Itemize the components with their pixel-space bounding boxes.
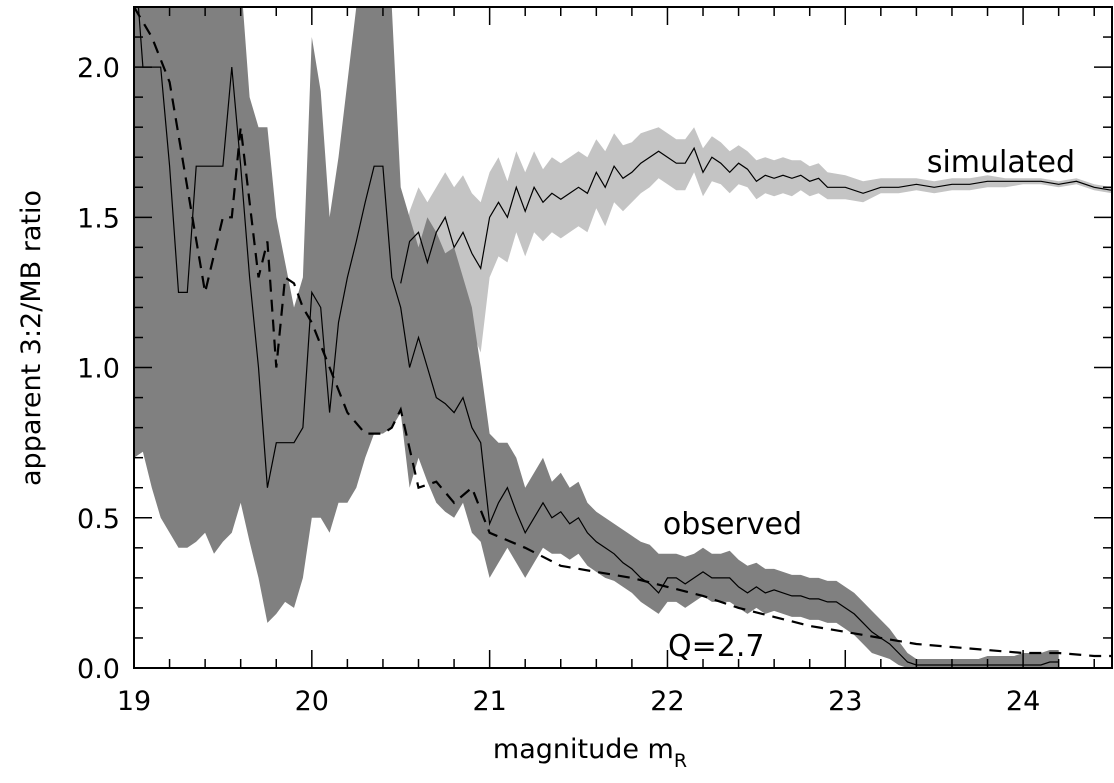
x-tick-label: 21 — [472, 686, 506, 717]
x-tick-label: 19 — [117, 686, 151, 717]
x-axis-label-main: magnitude m — [493, 734, 674, 765]
uncertainty-bands — [134, 0, 1112, 668]
y-tick-label: 0.5 — [77, 504, 120, 535]
y-axis-label: apparent 3:2/MB ratio — [16, 190, 47, 486]
y-tick-label: 0.0 — [77, 654, 120, 685]
x-tick-label: 23 — [828, 686, 862, 717]
x-axis-label-subscript: R — [674, 750, 687, 772]
x-tick-label: 20 — [295, 686, 329, 717]
observed-band — [134, 0, 1059, 668]
annotation-observed: observed — [663, 507, 802, 542]
y-tick-label: 2.0 — [77, 53, 120, 84]
annotation-model: Q=2.7 — [668, 629, 764, 664]
annotation-simulated: simulated — [927, 145, 1075, 180]
x-axis-label: magnitude mR — [493, 734, 687, 772]
y-tick-label: 1.0 — [77, 354, 120, 385]
x-tick-label: 24 — [1006, 686, 1040, 717]
y-tick-label: 1.5 — [77, 203, 120, 234]
x-tick-label: 22 — [650, 686, 684, 717]
